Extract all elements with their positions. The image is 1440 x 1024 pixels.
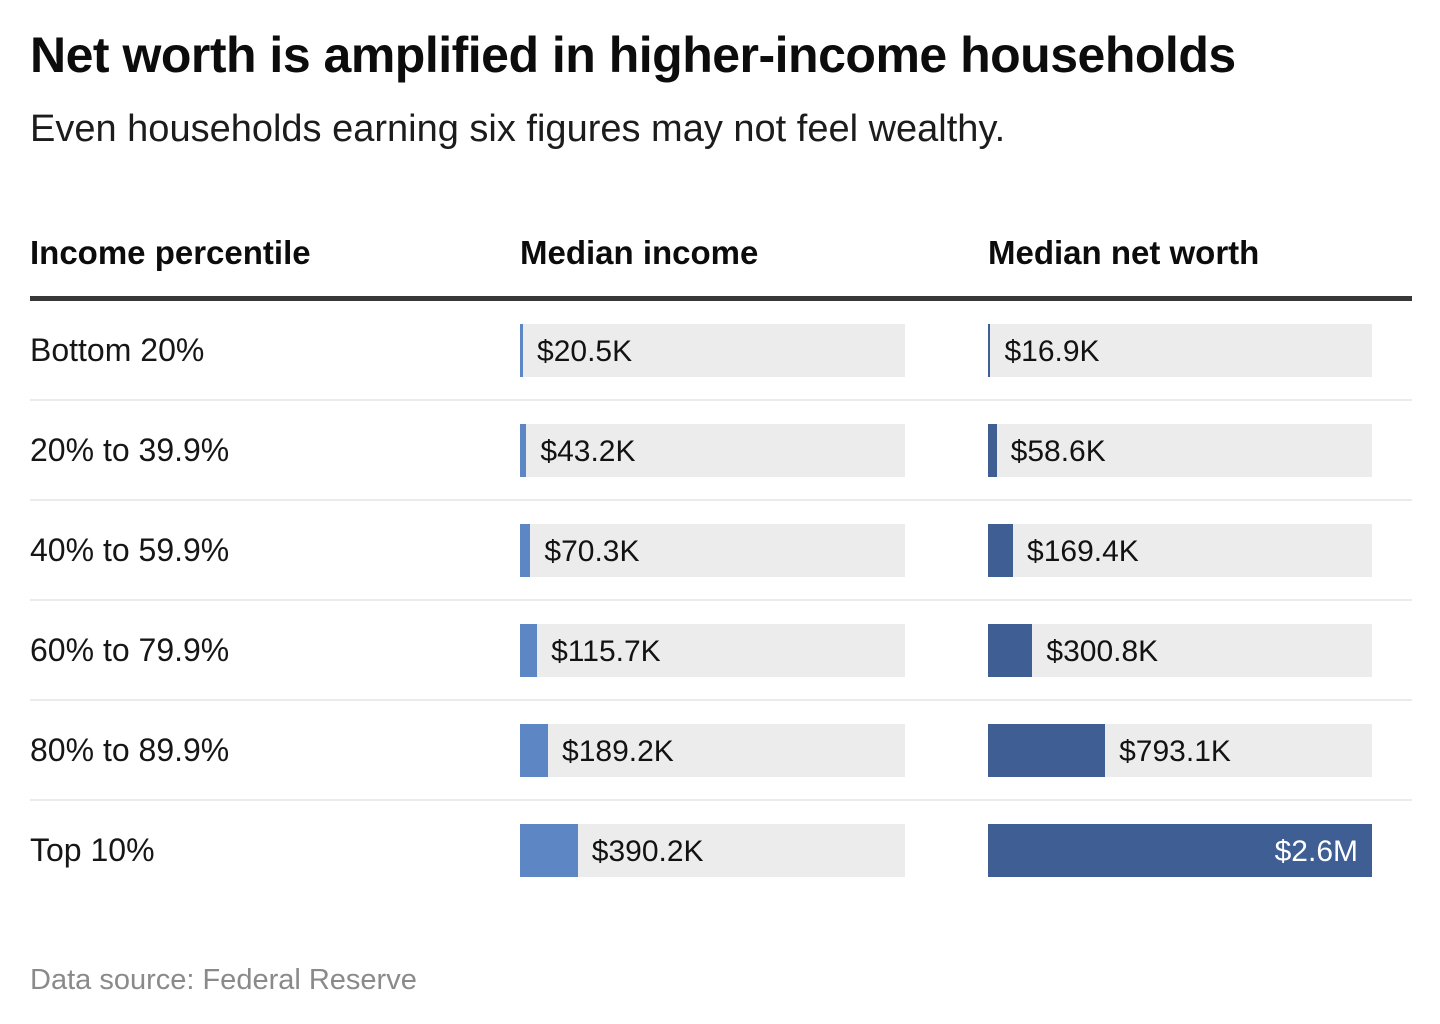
net-worth-value-label: $169.4K — [1027, 534, 1139, 568]
table-row: 20% to 39.9% $43.2K $58.6K — [30, 399, 1412, 499]
net-worth-bar-track: $793.1K — [988, 723, 1372, 777]
table-row: 80% to 89.9% $189.2K $793.1K — [30, 699, 1412, 799]
table-row: Top 10% $390.2K $2.6M — [30, 799, 1412, 899]
column-header-row: Income percentile Median income Median n… — [30, 233, 1412, 302]
net-worth-bar — [988, 723, 1106, 777]
income-cell: $43.2K — [520, 423, 988, 477]
row-label: Bottom 20% — [30, 331, 205, 368]
table-row: 40% to 59.9% $70.3K $169.4K — [30, 499, 1412, 599]
net-worth-bar — [988, 423, 997, 477]
net-worth-value-label: $300.8K — [1046, 634, 1159, 668]
income-cell: $20.5K — [520, 323, 988, 377]
column-header-median-net-worth: Median net worth — [988, 233, 1260, 271]
income-bar — [520, 723, 549, 777]
table-row: Bottom 20% $20.5K $16.9K — [30, 301, 1412, 399]
net-worth-cell: $58.6K — [988, 423, 1412, 477]
income-bar-track: $20.5K — [520, 323, 905, 377]
net-worth-value-label: $2.6M — [1274, 834, 1358, 868]
chart-container: Net worth is amplified in higher-income … — [30, 26, 1412, 998]
income-bar-track: $43.2K — [520, 423, 905, 477]
income-value-label: $70.3K — [544, 534, 640, 568]
income-bar — [520, 823, 578, 877]
income-value-label: $115.7K — [551, 634, 661, 668]
income-bar — [520, 623, 538, 677]
net-worth-cell: $16.9K — [988, 323, 1412, 377]
income-cell: $390.2K — [520, 823, 988, 877]
income-bar-track: $189.2K — [520, 723, 905, 777]
net-worth-value-label: $16.9K — [1004, 334, 1100, 368]
net-worth-bar — [988, 323, 991, 377]
chart-subtitle: Even households earning six figures may … — [30, 108, 1006, 150]
table-row: 60% to 79.9% $115.7K $300.8K — [30, 599, 1412, 699]
income-value-label: $43.2K — [540, 434, 636, 468]
income-value-label: $20.5K — [537, 334, 633, 368]
column-header-median-income: Median income — [520, 233, 759, 271]
income-bar — [520, 523, 531, 577]
net-worth-bar-track: $300.8K — [988, 623, 1372, 677]
income-bar — [520, 423, 527, 477]
row-label: 80% to 89.9% — [30, 731, 230, 768]
net-worth-cell: $793.1K — [988, 723, 1412, 777]
income-bar-track: $115.7K — [520, 623, 905, 677]
income-bar-track: $390.2K — [520, 823, 905, 877]
row-label: 40% to 59.9% — [30, 531, 230, 568]
net-worth-bar-track: $2.6M — [988, 823, 1372, 877]
income-bar-track: $70.3K — [520, 523, 905, 577]
net-worth-bar — [988, 823, 1372, 877]
column-header-income-percentile: Income percentile — [30, 233, 311, 271]
income-value-label: $189.2K — [562, 734, 674, 768]
row-label: Top 10% — [30, 831, 155, 868]
income-cell: $70.3K — [520, 523, 988, 577]
chart-title: Net worth is amplified in higher-income … — [30, 27, 1236, 83]
income-bar — [520, 323, 524, 377]
net-worth-bar-track: $169.4K — [988, 523, 1372, 577]
net-worth-cell: $300.8K — [988, 623, 1412, 677]
net-worth-bar — [988, 523, 1014, 577]
chart-rows: Bottom 20% $20.5K $16.9K 20% to 39.9% — [30, 301, 1412, 899]
income-cell: $115.7K — [520, 623, 988, 677]
net-worth-cell: $169.4K — [988, 523, 1412, 577]
net-worth-bar-track: $58.6K — [988, 423, 1372, 477]
net-worth-value-label: $58.6K — [1010, 434, 1106, 468]
income-value-label: $390.2K — [591, 834, 704, 868]
income-cell: $189.2K — [520, 723, 988, 777]
net-worth-cell: $2.6M — [988, 823, 1412, 877]
net-worth-bar — [988, 623, 1033, 677]
row-label: 60% to 79.9% — [30, 631, 230, 668]
net-worth-value-label: $793.1K — [1119, 734, 1231, 768]
data-source-note: Data source: Federal Reserve — [30, 964, 417, 997]
row-label: 20% to 39.9% — [30, 431, 230, 468]
net-worth-bar-track: $16.9K — [988, 323, 1372, 377]
